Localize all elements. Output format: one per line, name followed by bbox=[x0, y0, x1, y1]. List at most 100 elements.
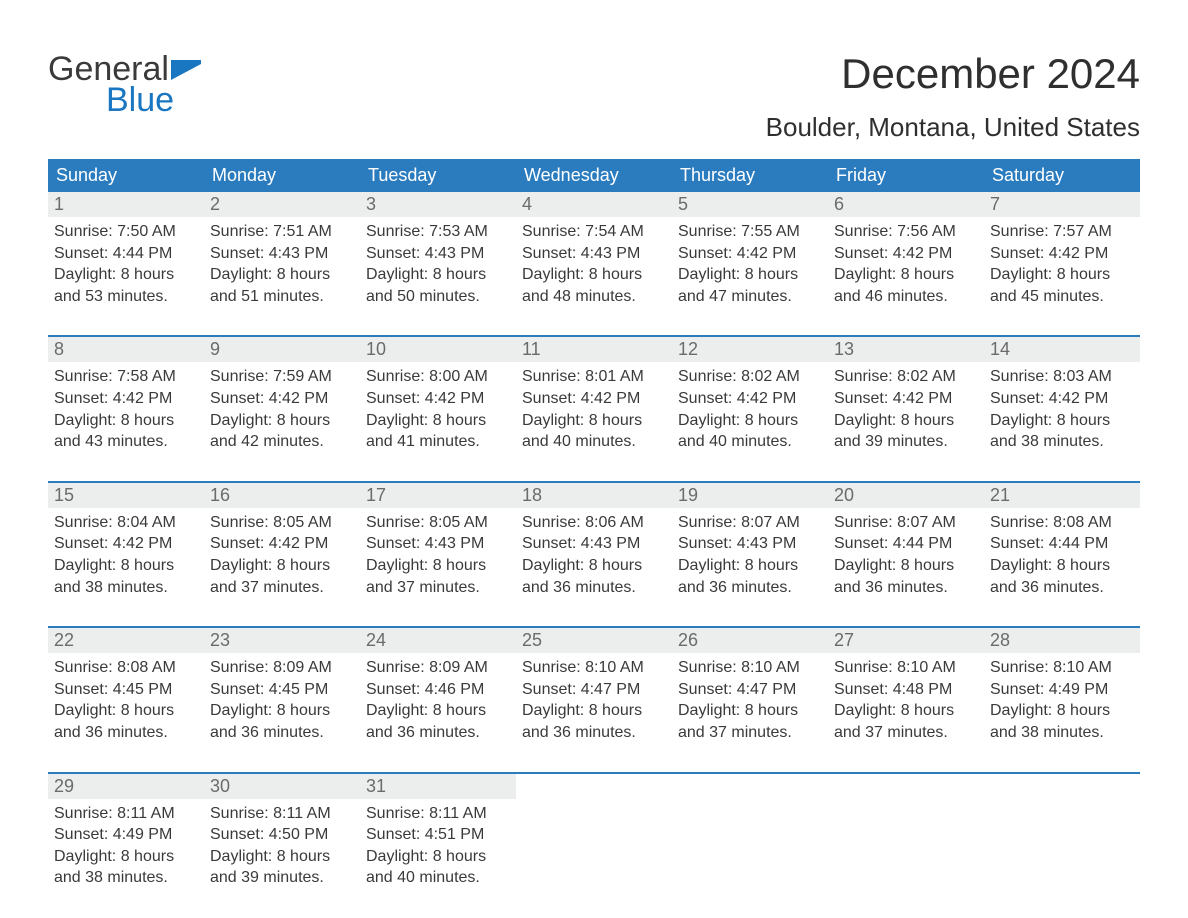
day-number: 20 bbox=[828, 483, 984, 508]
day-cell: 28Sunrise: 8:10 AMSunset: 4:49 PMDayligh… bbox=[984, 628, 1140, 747]
day-body: Sunrise: 8:01 AMSunset: 4:42 PMDaylight:… bbox=[516, 362, 672, 456]
day-dl2: and 36 minutes. bbox=[210, 722, 354, 744]
day-sunset: Sunset: 4:43 PM bbox=[522, 533, 666, 555]
day-cell: 14Sunrise: 8:03 AMSunset: 4:42 PMDayligh… bbox=[984, 337, 1140, 456]
day-cell: 5Sunrise: 7:55 AMSunset: 4:42 PMDaylight… bbox=[672, 192, 828, 311]
day-cell bbox=[828, 774, 984, 893]
day-body: Sunrise: 8:02 AMSunset: 4:42 PMDaylight:… bbox=[672, 362, 828, 456]
day-dl1: Daylight: 8 hours bbox=[990, 555, 1134, 577]
day-body: Sunrise: 7:55 AMSunset: 4:42 PMDaylight:… bbox=[672, 217, 828, 311]
day-number: 23 bbox=[204, 628, 360, 653]
day-body: Sunrise: 8:00 AMSunset: 4:42 PMDaylight:… bbox=[360, 362, 516, 456]
day-sunset: Sunset: 4:46 PM bbox=[366, 679, 510, 701]
day-sunset: Sunset: 4:42 PM bbox=[54, 533, 198, 555]
day-dl2: and 37 minutes. bbox=[834, 722, 978, 744]
day-dl2: and 53 minutes. bbox=[54, 286, 198, 308]
day-dl1: Daylight: 8 hours bbox=[678, 700, 822, 722]
week-row: 29Sunrise: 8:11 AMSunset: 4:49 PMDayligh… bbox=[48, 772, 1140, 893]
day-dl1: Daylight: 8 hours bbox=[834, 555, 978, 577]
day-sunset: Sunset: 4:47 PM bbox=[678, 679, 822, 701]
day-dl2: and 37 minutes. bbox=[210, 577, 354, 599]
day-number: 8 bbox=[48, 337, 204, 362]
day-dl2: and 36 minutes. bbox=[834, 577, 978, 599]
month-title: December 2024 bbox=[766, 50, 1140, 98]
logo: General Blue bbox=[48, 50, 201, 120]
day-sunrise: Sunrise: 8:02 AM bbox=[834, 366, 978, 388]
day-number: 21 bbox=[984, 483, 1140, 508]
day-number: 26 bbox=[672, 628, 828, 653]
day-dl2: and 38 minutes. bbox=[54, 577, 198, 599]
day-sunset: Sunset: 4:45 PM bbox=[210, 679, 354, 701]
week-row: 1 Sunrise: 7:50 AMSunset: 4:44 PM Daylight… bbox=[48, 192, 1140, 311]
day-number: 3 bbox=[360, 192, 516, 217]
day-sunrise: Sunrise: 8:03 AM bbox=[990, 366, 1134, 388]
day-sunset: Sunset: 4:42 PM bbox=[990, 243, 1134, 265]
day-cell: 3Sunrise: 7:53 AMSunset: 4:43 PMDaylight… bbox=[360, 192, 516, 311]
week-row: 8Sunrise: 7:58 AMSunset: 4:42 PMDaylight… bbox=[48, 335, 1140, 456]
day-sunset: Sunset: 4:45 PM bbox=[54, 679, 198, 701]
day-cell: 22Sunrise: 8:08 AMSunset: 4:45 PMDayligh… bbox=[48, 628, 204, 747]
day-body: Sunrise: 7:53 AMSunset: 4:43 PMDaylight:… bbox=[360, 217, 516, 311]
day-dl2: and 36 minutes. bbox=[54, 722, 198, 744]
day-sunset: Sunset: 4:42 PM bbox=[210, 388, 354, 410]
day-dl2: and 36 minutes. bbox=[522, 577, 666, 599]
day-sunrise: Sunrise: 7:59 AM bbox=[210, 366, 354, 388]
day-sunset: Sunset: 4:49 PM bbox=[990, 679, 1134, 701]
dow-cell: Friday bbox=[828, 159, 984, 192]
day-dl1: Daylight: 8 hours bbox=[366, 555, 510, 577]
day-dl2: and 38 minutes. bbox=[990, 431, 1134, 453]
day-number: 12 bbox=[672, 337, 828, 362]
day-cell: 6Sunrise: 7:56 AMSunset: 4:42 PMDaylight… bbox=[828, 192, 984, 311]
day-sunrise: Sunrise: 8:11 AM bbox=[210, 803, 354, 825]
day-dl2: and 41 minutes. bbox=[366, 431, 510, 453]
day-sunset: Sunset: 4:42 PM bbox=[210, 533, 354, 555]
title-block: December 2024 Boulder, Montana, United S… bbox=[766, 50, 1140, 143]
day-sunrise: Sunrise: 8:01 AM bbox=[522, 366, 666, 388]
logo-text-blue: Blue bbox=[106, 81, 201, 120]
day-dl1: Daylight: 8 hours bbox=[366, 846, 510, 868]
day-sunrise: Sunrise: 8:11 AM bbox=[366, 803, 510, 825]
day-cell: 12Sunrise: 8:02 AMSunset: 4:42 PMDayligh… bbox=[672, 337, 828, 456]
day-dl2: and 43 minutes. bbox=[54, 431, 198, 453]
day-cell: 8Sunrise: 7:58 AMSunset: 4:42 PMDaylight… bbox=[48, 337, 204, 456]
day-number: 30 bbox=[204, 774, 360, 799]
day-dl2: and 51 minutes. bbox=[210, 286, 354, 308]
day-body: Sunrise: 8:11 AMSunset: 4:50 PMDaylight:… bbox=[204, 799, 360, 893]
day-dl1: Daylight: 8 hours bbox=[210, 555, 354, 577]
calendar: SundayMondayTuesdayWednesdayThursdayFrid… bbox=[48, 159, 1140, 893]
day-body: Sunrise: 7:58 AMSunset: 4:42 PMDaylight:… bbox=[48, 362, 204, 456]
header: General Blue December 2024 Boulder, Mont… bbox=[48, 50, 1140, 143]
day-dl1: Daylight: 8 hours bbox=[834, 410, 978, 432]
day-number: 28 bbox=[984, 628, 1140, 653]
weeks-container: 1Sunrise: 7:50 AMSunset: 4:44 PMDaylight… bbox=[48, 192, 1140, 893]
day-sunrise: Sunrise: 8:10 AM bbox=[678, 657, 822, 679]
day-dl2: and 37 minutes. bbox=[678, 722, 822, 744]
day-dl1: Daylight: 8 hours bbox=[678, 410, 822, 432]
day-sunrise: Sunrise: 8:11 AM bbox=[54, 803, 198, 825]
day-body: Sunrise: 8:05 AMSunset: 4:43 PMDaylight:… bbox=[360, 508, 516, 602]
day-sunrise: Sunrise: 7:50 AM bbox=[54, 221, 198, 243]
day-dl2: and 36 minutes. bbox=[366, 722, 510, 744]
day-body: Sunrise: 8:03 AMSunset: 4:42 PMDaylight:… bbox=[984, 362, 1140, 456]
day-number: 18 bbox=[516, 483, 672, 508]
day-dl2: and 50 minutes. bbox=[366, 286, 510, 308]
day-body: Sunrise: 8:08 AMSunset: 4:45 PMDaylight:… bbox=[48, 653, 204, 747]
dow-cell: Wednesday bbox=[516, 159, 672, 192]
day-number: 25 bbox=[516, 628, 672, 653]
day-sunset: Sunset: 4:44 PM bbox=[54, 243, 198, 265]
day-sunset: Sunset: 4:42 PM bbox=[834, 388, 978, 410]
day-cell bbox=[516, 774, 672, 893]
day-sunrise: Sunrise: 8:08 AM bbox=[54, 657, 198, 679]
day-body: Sunrise: 7:59 AMSunset: 4:42 PMDaylight:… bbox=[204, 362, 360, 456]
day-cell: 15Sunrise: 8:04 AMSunset: 4:42 PMDayligh… bbox=[48, 483, 204, 602]
day-number: 1 bbox=[48, 192, 204, 217]
day-sunrise: Sunrise: 8:09 AM bbox=[366, 657, 510, 679]
day-dl1: Daylight: 8 hours bbox=[834, 264, 978, 286]
day-sunrise: Sunrise: 8:10 AM bbox=[522, 657, 666, 679]
day-dl2: and 36 minutes. bbox=[522, 722, 666, 744]
day-sunset: Sunset: 4:44 PM bbox=[990, 533, 1134, 555]
day-number: 22 bbox=[48, 628, 204, 653]
day-sunset: Sunset: 4:42 PM bbox=[678, 243, 822, 265]
day-body: Sunrise: 8:07 AMSunset: 4:43 PMDaylight:… bbox=[672, 508, 828, 602]
day-cell: 20Sunrise: 8:07 AMSunset: 4:44 PMDayligh… bbox=[828, 483, 984, 602]
